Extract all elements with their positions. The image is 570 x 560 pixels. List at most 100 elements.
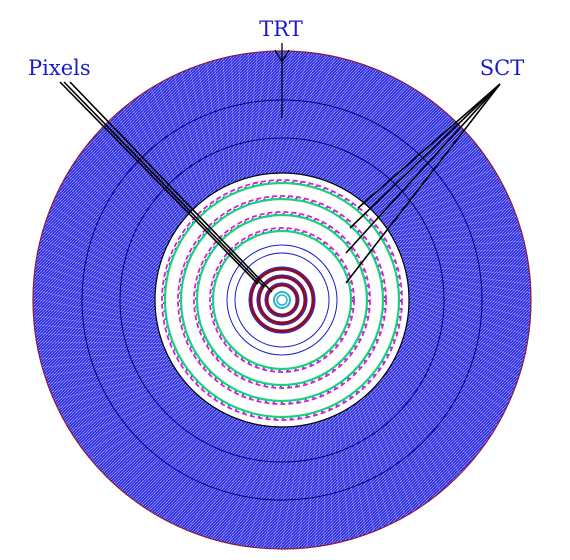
- trt-straw: [71, 166, 165, 253]
- trt-straw: [79, 391, 194, 446]
- trt-straw: [171, 421, 248, 524]
- trt-straw: [116, 113, 183, 222]
- trt-straw: [42, 229, 156, 287]
- trt-straw: [397, 240, 524, 249]
- trt-straw: [295, 60, 353, 174]
- trt-straw: [393, 359, 478, 455]
- trt-straw: [134, 413, 227, 501]
- trt-straw: [222, 58, 231, 185]
- trt-straw: [401, 256, 528, 259]
- trt-straw: [109, 119, 180, 226]
- trt-straw: [34, 324, 160, 336]
- trt-label: TRT: [259, 17, 302, 41]
- trt-straw: [373, 388, 428, 503]
- trt-straw: [179, 423, 252, 528]
- trt-straw: [402, 339, 502, 419]
- trt-straw: [101, 402, 208, 473]
- trt-straw: [166, 79, 205, 200]
- trt-straw: [341, 412, 358, 538]
- trt-straw: [74, 387, 191, 439]
- trt-straw: [211, 426, 269, 540]
- trt-straw: [315, 420, 322, 547]
- trt-straw: [337, 414, 350, 540]
- trt-ring-2: [119, 137, 445, 463]
- trt-straw: [408, 290, 530, 328]
- trt-straw: [254, 426, 292, 548]
- trt-straw: [38, 246, 156, 296]
- trt-straw: [272, 52, 310, 174]
- trt-straw: [62, 181, 162, 261]
- sct-layer-3: [177, 195, 387, 405]
- support-tube-outer: [226, 244, 338, 356]
- trt-straw: [173, 75, 208, 198]
- trt-straw: [384, 374, 455, 481]
- trt-straw: [280, 425, 305, 550]
- pixels-leader-lines: [59, 81, 273, 293]
- trt-straw: [333, 94, 423, 185]
- trt-straw: [290, 58, 344, 174]
- trt-straw: [329, 89, 416, 183]
- trt-straw: [405, 330, 510, 403]
- trt-straw: [399, 347, 493, 434]
- sct-layer-2: [193, 211, 371, 389]
- trt-straw: [61, 377, 182, 416]
- trt-straw: [407, 277, 532, 302]
- trt-straw: [35, 263, 156, 305]
- trt-straw: [337, 99, 430, 187]
- trt-straw: [38, 347, 165, 351]
- trt-straw: [86, 145, 171, 241]
- trt-straw: [48, 213, 158, 279]
- trt-straw: [408, 304, 526, 354]
- trt-straw: [404, 264, 530, 276]
- trt-straw: [54, 197, 159, 270]
- trt-straw: [277, 53, 319, 174]
- trt-straw: [195, 424, 261, 534]
- trt-straw: [345, 409, 367, 535]
- trt-straw: [103, 125, 177, 230]
- trt-straw: [408, 313, 522, 371]
- trt-straw: [366, 147, 480, 206]
- trt-straw: [53, 370, 177, 401]
- trt-straw: [391, 363, 473, 462]
- support-tube-inner: [234, 252, 330, 348]
- trt-straw: [402, 260, 529, 267]
- trt-straw: [329, 417, 333, 544]
- trt-straw: [90, 397, 201, 460]
- trt-straw: [401, 343, 498, 426]
- trt-straw: [197, 65, 219, 191]
- trt-straw: [34, 272, 156, 310]
- trt-straw: [389, 367, 467, 468]
- trt-straw: [321, 80, 401, 180]
- trt-straw: [379, 381, 442, 492]
- trt-straw: [246, 52, 258, 178]
- trt-straw: [316, 76, 393, 179]
- trt-straw: [129, 102, 188, 216]
- trt-straw: [114, 407, 215, 485]
- trt-straw: [150, 88, 198, 206]
- trt-straw: [32, 298, 157, 323]
- trt-straw: [369, 391, 421, 508]
- trt-straw: [263, 426, 296, 549]
- trt-straw: [359, 400, 398, 521]
- trt-straw: [370, 154, 485, 209]
- trt-straw: [44, 359, 170, 376]
- trt-straw: [206, 62, 223, 188]
- trt-straw: [91, 138, 173, 237]
- trt-straw: [381, 378, 448, 487]
- trt-straw: [345, 109, 444, 191]
- trt-straw: [163, 420, 243, 520]
- trt-straw: [341, 104, 437, 189]
- pixels-label: Pixels: [28, 56, 91, 80]
- trt-straw: [231, 56, 235, 183]
- trt-straw: [187, 424, 256, 531]
- trt-straw: [237, 426, 283, 546]
- trt-straw: [220, 426, 274, 542]
- trt-straw: [376, 168, 494, 216]
- trt-straw: [387, 199, 511, 230]
- trt-straw: [51, 205, 158, 274]
- trt-straw: [407, 282, 531, 311]
- trt-straw: [143, 92, 195, 209]
- trt-straw: [42, 355, 168, 368]
